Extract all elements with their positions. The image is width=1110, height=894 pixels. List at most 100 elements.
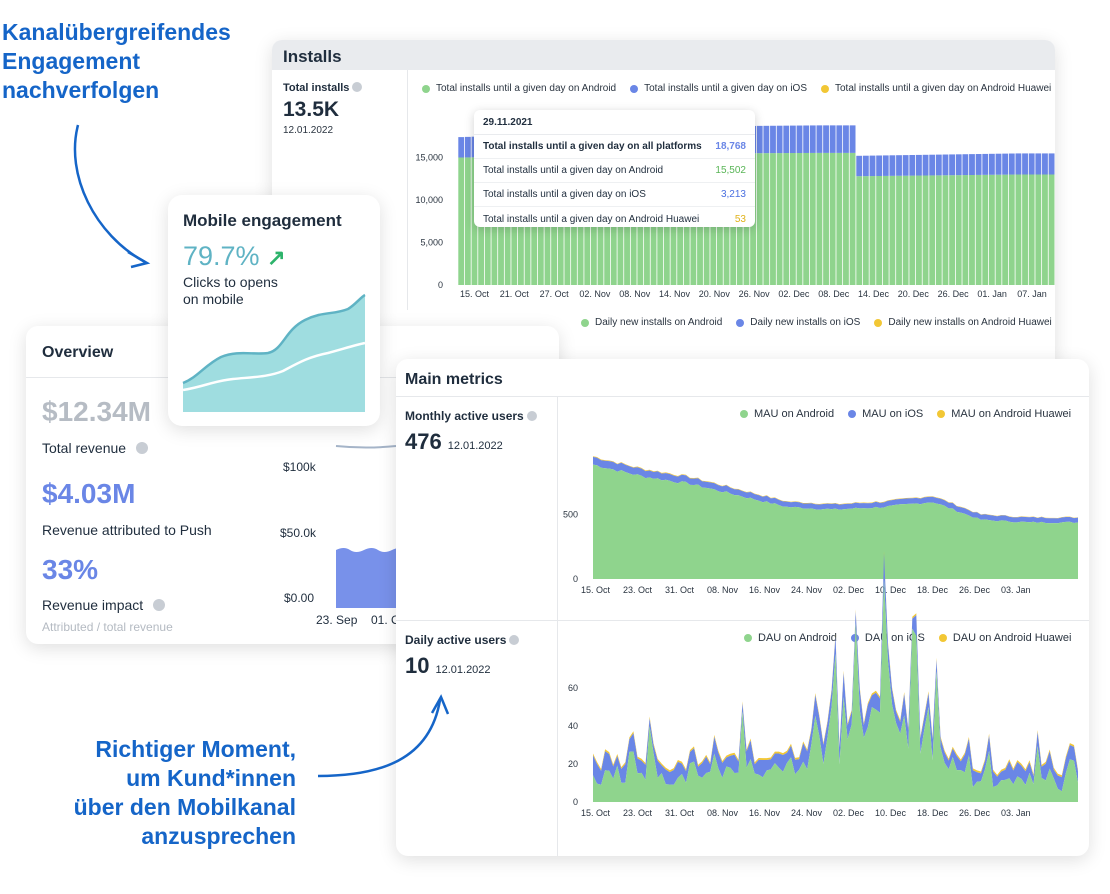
y-tick: 5,000 (420, 238, 443, 248)
mau-value: 476 (405, 429, 442, 454)
bar-ios (823, 125, 829, 153)
x-tick: 21. Oct (500, 289, 530, 299)
x-tick: 01. O (371, 613, 401, 627)
bar-ios (889, 155, 896, 176)
bar-ios (849, 125, 856, 153)
x-tick: 23. Sep (316, 613, 358, 627)
legend-item-huawei[interactable]: Total installs until a given day on Andr… (821, 83, 1051, 94)
mobile-engagement-card: Mobile engagement 79.7% ↗ Clicks to open… (168, 195, 380, 426)
x-tick: 08. Nov (707, 585, 739, 595)
installs-legend: Total installs until a given day on Andr… (422, 83, 1051, 94)
bar-android (849, 152, 856, 285)
bar-android (458, 157, 465, 285)
x-tick: 03. Jan (1001, 585, 1031, 595)
legend-label: Daily new installs on Android Huawei (888, 317, 1052, 328)
tooltip-row: Total installs until a given day on Andr… (474, 159, 755, 183)
bar-ios (949, 154, 955, 176)
bar-ios (929, 154, 936, 176)
callout-line: nachverfolgen (2, 77, 160, 103)
bar-ios (783, 125, 790, 154)
legend-item-huawei[interactable]: Daily new installs on Android Huawei (874, 317, 1052, 328)
tooltip-value: 15,502 (715, 165, 746, 176)
bar-ios (942, 154, 949, 176)
tooltip-label: Total installs until a given day on Andr… (483, 165, 664, 176)
x-tick: 02. Nov (579, 289, 611, 299)
x-tick: 23. Oct (623, 808, 653, 818)
bar-ios (1008, 153, 1015, 175)
legend-item-ios[interactable]: Total installs until a given day on iOS (630, 83, 807, 94)
legend-item-ios[interactable]: MAU on iOS (848, 408, 923, 420)
tooltip-label: Total installs until a given day on all … (483, 141, 702, 152)
mau-chart: 500 015. Oct 23. Oct 31. Oct 08. Nov 16. Nov 2… (563, 456, 1078, 595)
mau-label: Monthly active users (405, 409, 524, 423)
x-tick: 18. Dec (917, 585, 949, 595)
bar-android (1022, 174, 1028, 285)
area-ios (593, 456, 1078, 524)
legend-item-android[interactable]: MAU on Android (740, 408, 834, 420)
y-tick: 60 (568, 683, 578, 693)
bar-ios (816, 125, 823, 153)
tooltip-label: Total installs until a given day on Andr… (483, 213, 700, 225)
legend-item-android[interactable]: Daily new installs on Android (581, 317, 722, 328)
x-tick: 16. Nov (749, 585, 781, 595)
help-icon[interactable] (136, 442, 149, 455)
help-icon[interactable] (526, 410, 537, 421)
legend-label: Daily new installs on iOS (750, 317, 861, 328)
total-revenue-label: Total revenue (42, 440, 149, 456)
help-icon[interactable] (509, 634, 520, 645)
bar-android (889, 175, 896, 285)
x-tick: 07. Jan (1017, 289, 1047, 299)
bar-ios (1002, 153, 1009, 175)
bar-ios (982, 153, 989, 175)
legend-item-ios[interactable]: Daily new installs on iOS (736, 317, 860, 328)
bar-ios (829, 125, 836, 153)
bar-ios (962, 154, 969, 176)
bar-android (783, 153, 790, 285)
bar-android (803, 152, 810, 285)
x-tick: 02. Dec (833, 808, 865, 818)
x-tick: 26. Dec (959, 585, 991, 595)
callout-line: Engagement (2, 48, 141, 74)
legend-item-huawei[interactable]: DAU on Android Huawei (938, 632, 1071, 644)
bar-ios (909, 155, 916, 176)
legend-label: Total installs until a given day on Andr… (835, 83, 1052, 94)
callout-right-moment: Richtiger Moment, um Kund*innen über den… (0, 735, 296, 851)
bar-android (969, 174, 975, 285)
bar-android (829, 152, 836, 285)
overview-chart (335, 445, 406, 608)
help-icon[interactable] (153, 599, 166, 612)
legend-dot-icon (736, 318, 745, 327)
dau-value: 10 (405, 653, 430, 678)
bar-ios (902, 155, 909, 176)
bar-ios (770, 125, 776, 154)
bar-ios (756, 125, 763, 154)
bar-ios (458, 137, 465, 158)
bar-ios (862, 155, 869, 177)
legend-item-android[interactable]: Total installs until a given day on Andr… (422, 83, 616, 94)
legend-item-android[interactable]: DAU on Android (744, 632, 837, 644)
bar-android (896, 175, 902, 285)
x-tick: 10. Dec (875, 585, 907, 595)
x-tick: 10. Dec (875, 808, 907, 818)
legend-item-huawei[interactable]: MAU on Android Huawei (937, 408, 1071, 420)
y-tick: 0 (573, 574, 578, 584)
x-tick: 08. Dec (818, 289, 850, 299)
x-tick: 16. Nov (749, 808, 781, 818)
bar-android (1028, 174, 1035, 285)
mobile-chart (182, 293, 366, 412)
legend-dot-icon (821, 84, 829, 93)
legend-dot-icon (938, 634, 947, 642)
area-android (593, 579, 1078, 802)
x-tick: 24. Nov (791, 585, 823, 595)
legend-dot-icon (581, 318, 589, 327)
help-icon[interactable] (352, 82, 363, 93)
bar-ios (975, 154, 982, 175)
bar-ios (1035, 153, 1042, 175)
bar-ios (1028, 153, 1035, 175)
bar-ios (1048, 153, 1055, 175)
mau-legend: MAU on Android MAU on iOS MAU on Android… (740, 408, 1071, 420)
bar-android (816, 152, 823, 285)
bar-android (1035, 174, 1042, 285)
x-tick: 26. Dec (959, 808, 991, 818)
